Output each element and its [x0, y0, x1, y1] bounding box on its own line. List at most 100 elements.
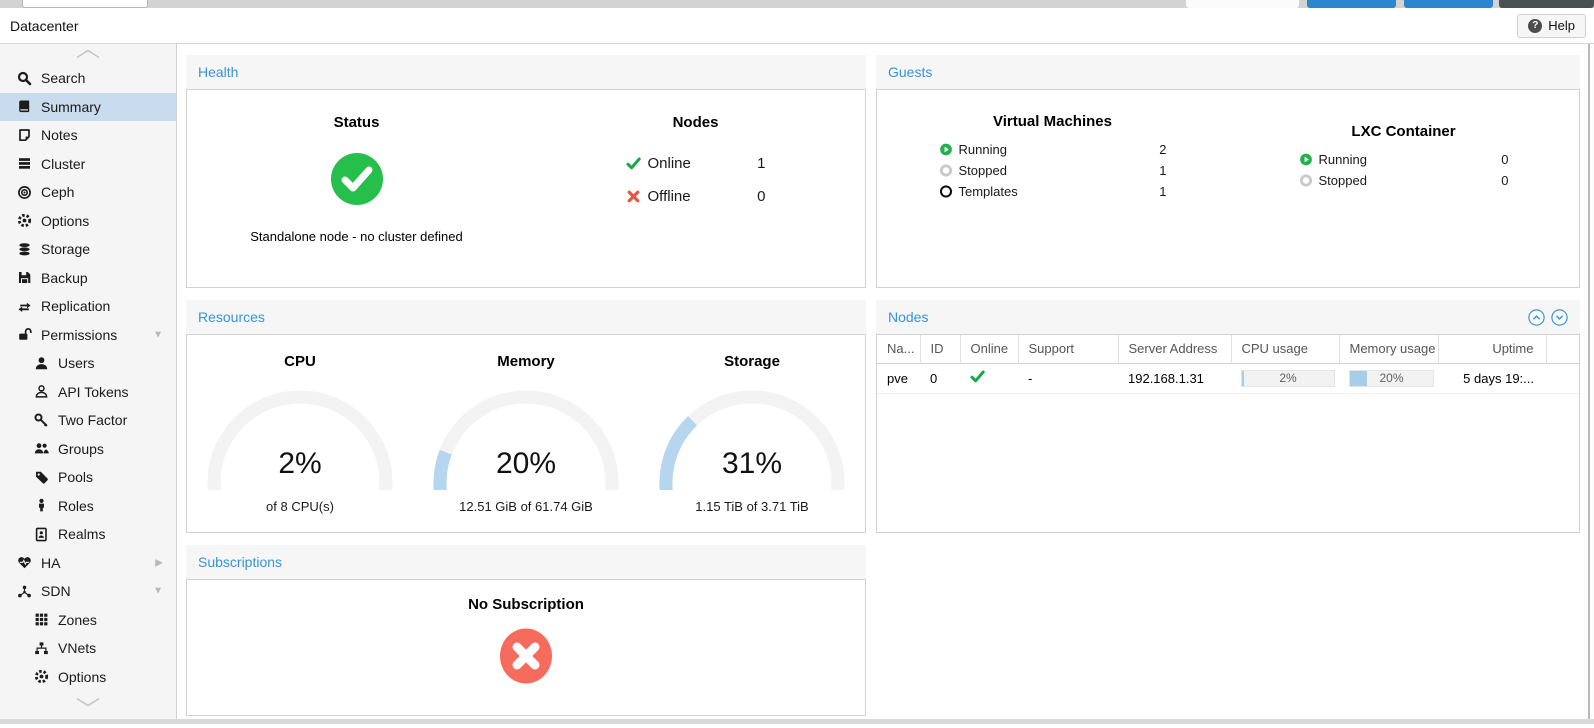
resources-panel: Resources CPU 2% of 8 CPU(s) Memory 20% 12.51… — [186, 300, 866, 533]
node-uptime: 5 days 19:... — [1438, 363, 1546, 394]
top-toolbar-button-3[interactable] — [1499, 0, 1594, 8]
sidebar-item-backup[interactable]: Backup — [0, 264, 176, 293]
sidebar-item-replication[interactable]: Replication — [0, 292, 176, 321]
health-row-offline: Offline 0 — [626, 188, 766, 205]
sidebar-item-label: Options — [58, 668, 107, 685]
sidebar-item-label: Replication — [41, 298, 111, 315]
guest-row-value: 0 — [1501, 152, 1509, 167]
bottom-scrollbar-cutoff — [0, 719, 1594, 724]
expander-down-icon[interactable]: ▼ — [153, 585, 163, 597]
note-icon — [16, 128, 33, 143]
sidebar-item-options[interactable]: Options — [0, 207, 176, 236]
gear-icon — [33, 669, 50, 684]
resources-panel-title: Resources — [198, 309, 265, 325]
lxc-row-stopped: Stopped 0 — [1299, 170, 1509, 191]
subscriptions-panel: Subscriptions No Subscription — [186, 545, 866, 716]
top-toolbar-field-cutoff[interactable] — [1186, 0, 1299, 8]
vertical-scrollbar[interactable] — [1584, 44, 1594, 724]
page-title: Datacenter — [10, 17, 79, 34]
nodes-col-memory-usage[interactable]: Memory usage — [1339, 335, 1439, 364]
top-toolbar-button-2[interactable] — [1404, 0, 1493, 8]
top-toolbar-cutoff — [0, 0, 1594, 8]
main-content: Health Status Standalone node - no clust… — [177, 44, 1594, 724]
sidebar-item-label: Storage — [41, 241, 91, 258]
sidebar-item-sdn-vnets[interactable]: VNets — [0, 634, 176, 663]
grid-icon — [33, 612, 50, 627]
gauge-storage: Storage 31% 1.15 TiB of 3.71 TiB — [639, 335, 865, 532]
help-button-label: Help — [1548, 18, 1575, 33]
gauge-cpu: CPU 2% of 8 CPU(s) — [187, 335, 413, 532]
global-search-input[interactable] — [22, 0, 148, 8]
status-ok-icon — [329, 151, 385, 212]
nodes-col-online[interactable]: Online — [960, 335, 1019, 364]
memory-usage-bar: 20% — [1349, 369, 1434, 387]
sidebar-item-label: API Tokens — [58, 383, 129, 400]
sidebar-item-cluster[interactable]: Cluster — [0, 150, 176, 179]
sidebar-item-ha[interactable]: HA ▶ — [0, 549, 176, 578]
guest-row-label: Templates — [958, 183, 1018, 199]
nodes-table-row[interactable]: pve 0 -192.168.1.31 2% 20% 5 days 19:... — [877, 363, 1579, 394]
top-toolbar-button-1[interactable] — [1307, 0, 1396, 8]
health-row-value: 0 — [757, 188, 766, 205]
node-id: 0 — [920, 363, 960, 394]
sidebar-item-roles[interactable]: Roles — [0, 492, 176, 521]
sidebar-item-search[interactable]: Search — [0, 64, 176, 93]
titlebar: Datacenter ? Help — [0, 8, 1594, 44]
search-icon — [16, 71, 33, 86]
sidebar-item-label: Notes — [41, 127, 78, 144]
status-heading: Status — [333, 114, 380, 131]
sidebar-item-sdn-zones[interactable]: Zones — [0, 606, 176, 635]
expander-down-icon[interactable]: ▼ — [153, 329, 163, 341]
nodes-col-uptime[interactable]: Uptime — [1438, 335, 1547, 364]
gauge-heading: Storage — [724, 353, 780, 370]
nodes-col-na-[interactable]: Na... — [877, 335, 921, 364]
subscriptions-panel-header: Subscriptions — [186, 545, 866, 579]
nodes-col-filler — [1546, 335, 1579, 364]
svg-text:31%: 31% — [722, 447, 782, 480]
node-online-cell — [960, 363, 1018, 394]
sidebar: Search Summary Notes Cluster Ceph Options Stor… — [0, 44, 177, 724]
heartbeat-icon — [16, 555, 33, 570]
vnet-icon — [33, 641, 50, 656]
health-row-online: Online 1 — [626, 155, 766, 172]
sidebar-scroll-up-chevron-icon[interactable] — [0, 44, 176, 64]
expander-right-icon[interactable]: ▶ — [155, 557, 163, 569]
sidebar-item-two-factor[interactable]: Two Factor — [0, 406, 176, 435]
repl-icon — [16, 299, 33, 314]
sidebar-item-ceph[interactable]: Ceph — [0, 178, 176, 207]
sidebar-item-users[interactable]: Users — [0, 349, 176, 378]
sidebar-item-sdn-options[interactable]: Options — [0, 663, 176, 692]
sidebar-scroll-down-chevron-icon[interactable] — [0, 692, 176, 712]
stopped-icon — [1299, 173, 1313, 188]
nodes-col-id[interactable]: ID — [920, 335, 961, 364]
guest-row-label: Running — [958, 141, 1007, 157]
collapse-up-circle-icon[interactable] — [1528, 308, 1545, 326]
scrollbar-thumb[interactable] — [1588, 44, 1590, 724]
sidebar-item-label: Realms — [58, 526, 106, 543]
sidebar-item-permissions[interactable]: Permissions ▼ — [0, 321, 176, 350]
sidebar-item-pools[interactable]: Pools — [0, 463, 176, 492]
sidebar-item-realms[interactable]: Realms — [0, 520, 176, 549]
gauge-caption: 12.51 GiB of 61.74 GiB — [459, 499, 593, 514]
collapse-down-circle-icon[interactable] — [1551, 308, 1568, 326]
gauge-caption: of 8 CPU(s) — [266, 499, 334, 514]
sidebar-item-api-tokens[interactable]: API Tokens — [0, 378, 176, 407]
key-icon — [33, 413, 50, 428]
sidebar-item-groups[interactable]: Groups — [0, 435, 176, 464]
nodes-table: Na... ID Online Support Server Address CPU us… — [877, 335, 1579, 394]
nodes-col-support[interactable]: Support — [1018, 335, 1119, 364]
guest-row-value: 1 — [1159, 162, 1167, 178]
help-button[interactable]: ? Help — [1517, 13, 1586, 38]
nodes-panel-title: Nodes — [888, 309, 929, 325]
sidebar-item-storage[interactable]: Storage — [0, 235, 176, 264]
sidebar-item-notes[interactable]: Notes — [0, 121, 176, 150]
sidebar-item-label: Roles — [58, 497, 94, 514]
sidebar-item-label: Two Factor — [58, 412, 128, 429]
sidebar-item-sdn[interactable]: SDN ▼ — [0, 577, 176, 606]
ceph-icon — [16, 185, 33, 200]
nodes-col-server-address[interactable]: Server Address — [1118, 335, 1232, 364]
sidebar-item-summary[interactable]: Summary — [0, 92, 176, 121]
sidebar-item-label: SDN — [41, 583, 71, 600]
gauge-heading: CPU — [284, 353, 316, 370]
nodes-col-cpu-usage[interactable]: CPU usage — [1231, 335, 1340, 364]
